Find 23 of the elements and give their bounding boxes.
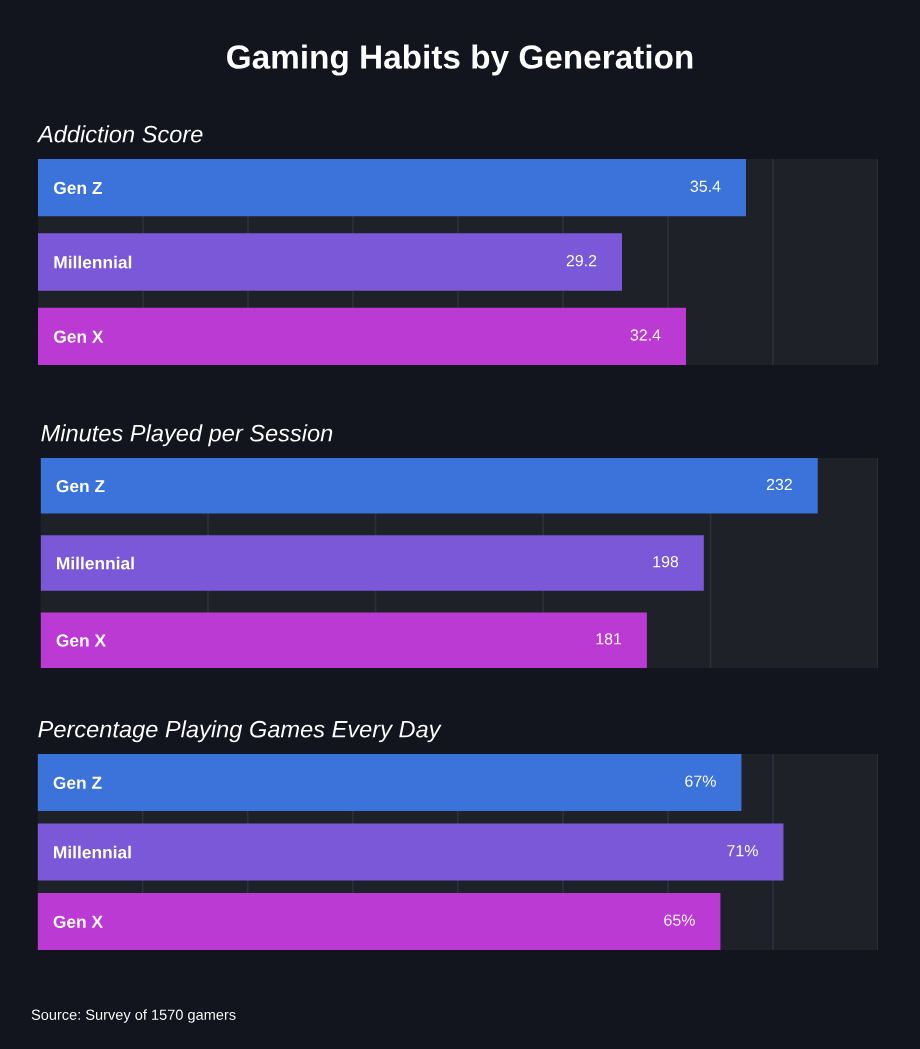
chart-title: Addiction Score <box>36 125 203 143</box>
chart-title: Percentage Playing Games Every Day <box>38 720 442 743</box>
y-tick-label: Millennial <box>54 255 132 269</box>
chart-title: Minutes Played per Session <box>41 424 333 447</box>
data-label: 35.4 <box>690 180 721 192</box>
data-label: 71% <box>727 845 758 857</box>
y-tick-label: Gen Z <box>56 479 105 493</box>
data-label: 32.4 <box>630 329 661 341</box>
data-label: 67% <box>685 775 716 787</box>
data-label: 232 <box>766 478 792 491</box>
y-tick-label: Gen X <box>56 634 106 647</box>
y-tick-label: Millennial <box>54 845 131 859</box>
y-tick-label: Gen Z <box>53 776 102 789</box>
y-tick-label: Millennial <box>57 556 134 570</box>
data-label: 181 <box>596 633 622 645</box>
text: Gaming Habits by Generation <box>227 44 693 76</box>
y-tick-label: Gen X <box>53 915 103 928</box>
source-note: Source: Survey of 1570 gamers <box>31 1009 236 1023</box>
y-tick-label: Gen Z <box>53 181 102 195</box>
data-label: 65% <box>664 914 695 926</box>
y-tick-label: Gen X <box>53 330 104 343</box>
data-label: 198 <box>653 555 679 568</box>
data-label: 29.2 <box>566 254 597 267</box>
